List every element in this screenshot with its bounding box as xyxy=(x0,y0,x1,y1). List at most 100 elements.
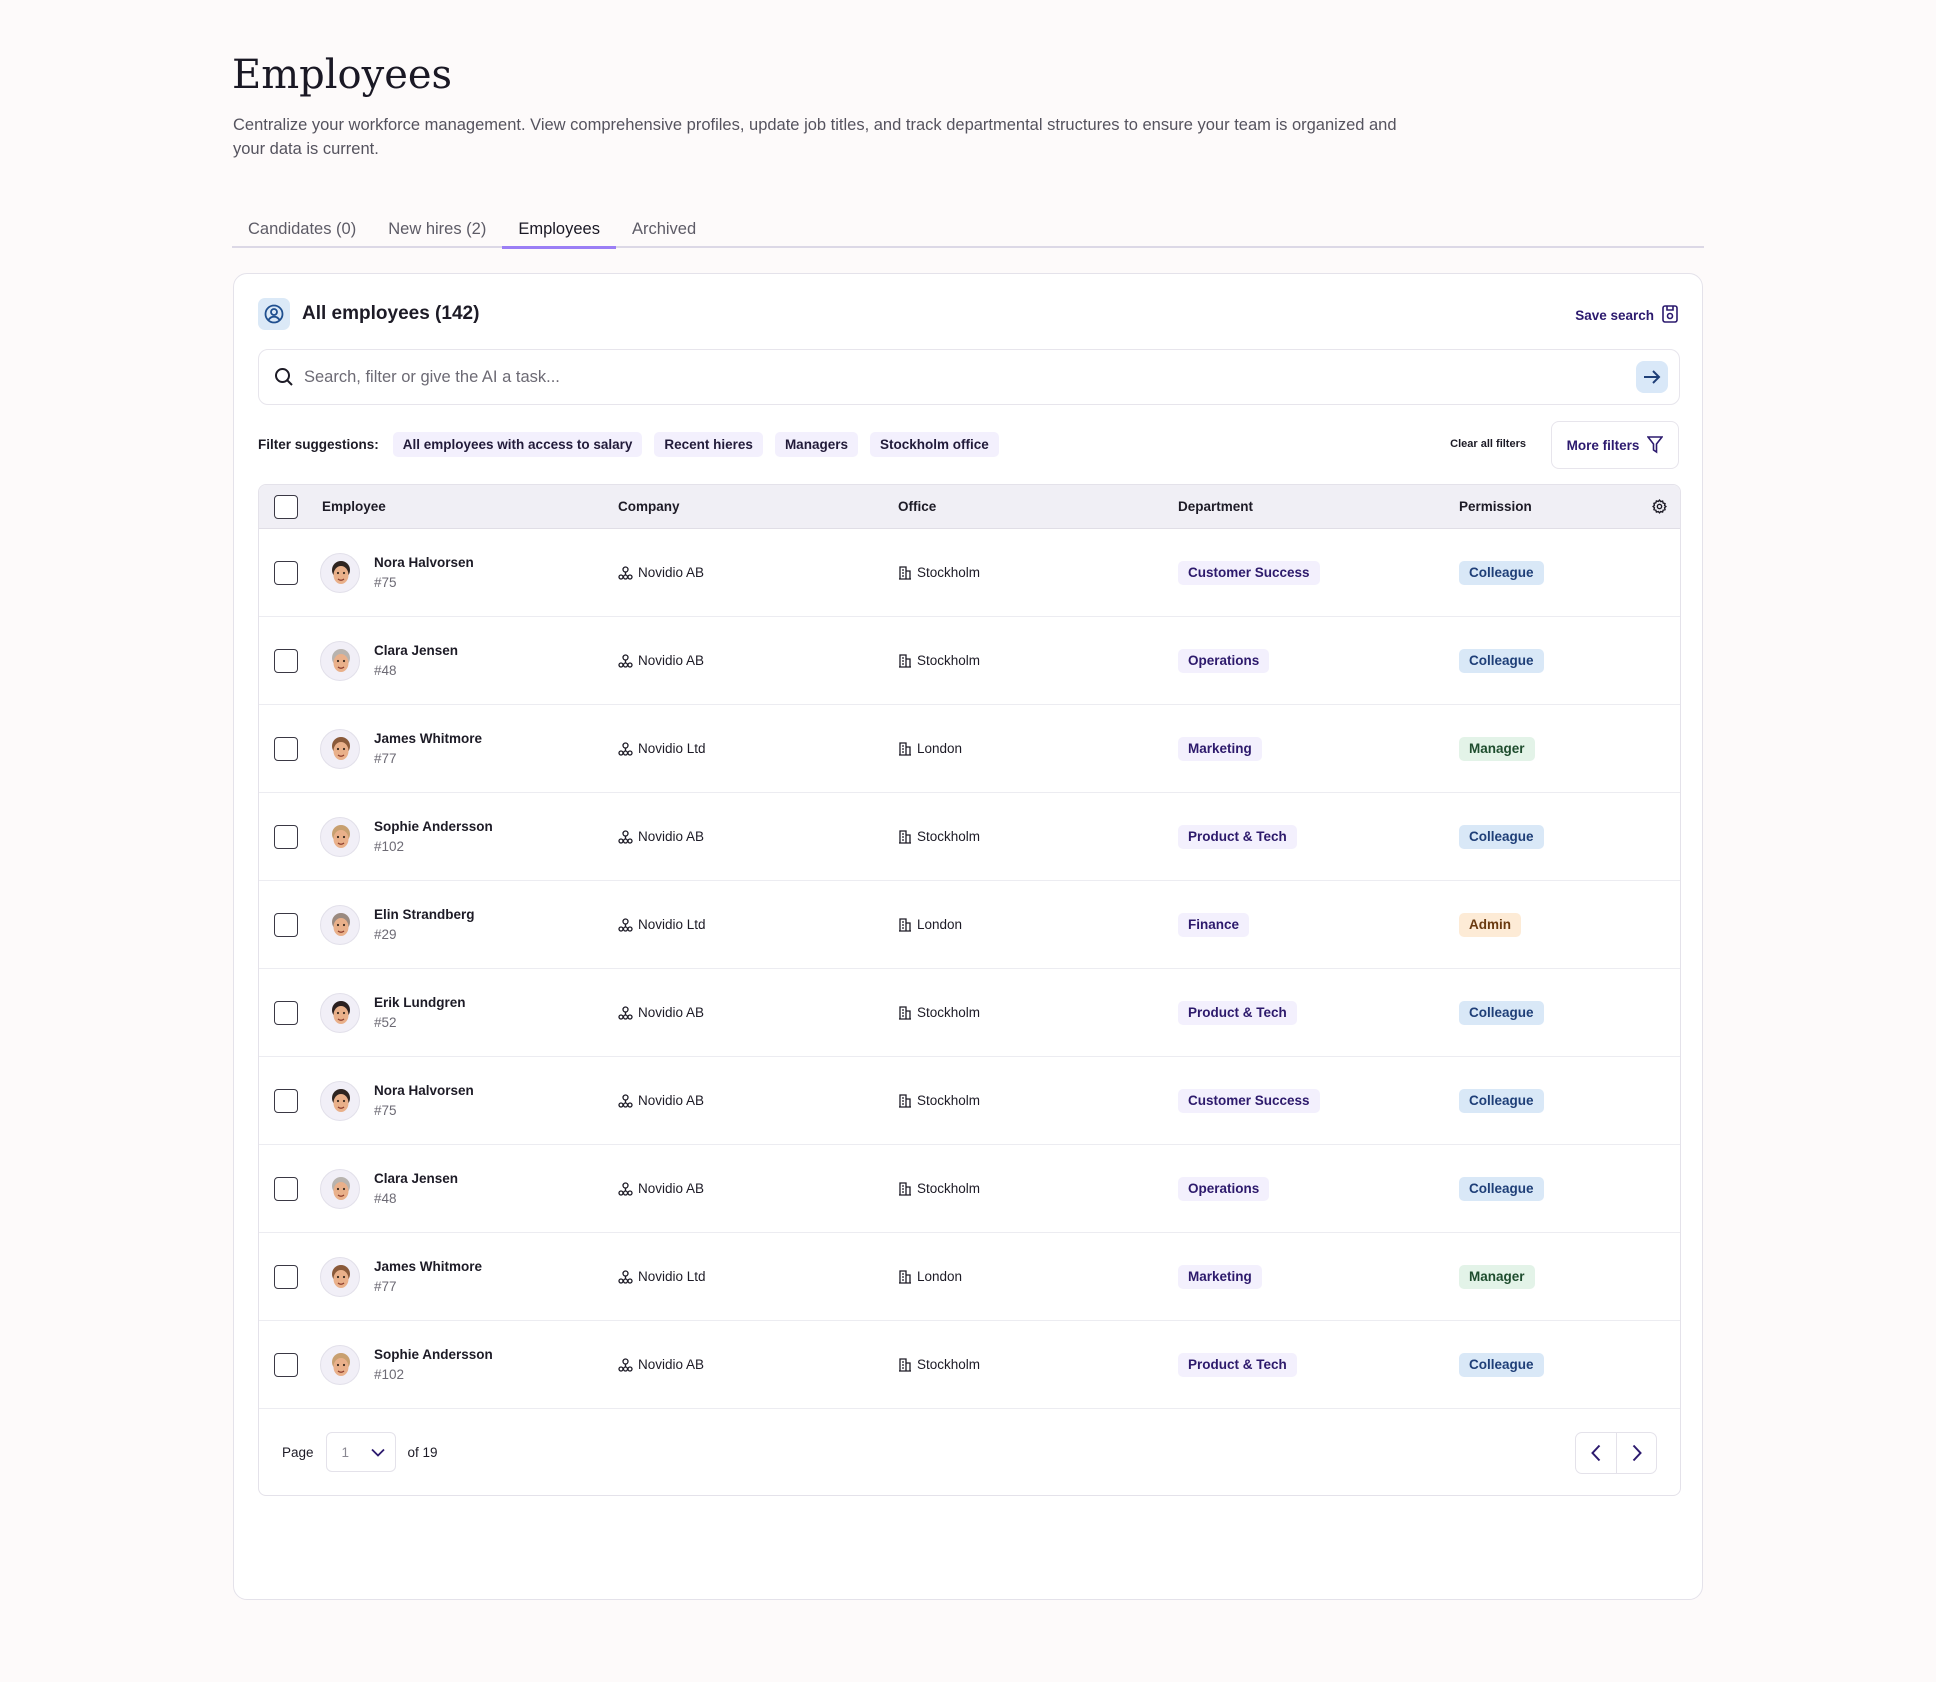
column-header-company[interactable]: Company xyxy=(618,499,680,514)
row-checkbox[interactable] xyxy=(274,1000,298,1025)
employee-name[interactable]: James Whitmore xyxy=(374,1259,483,1274)
company-name: Novidio AB xyxy=(638,1357,705,1372)
row-checkbox[interactable] xyxy=(274,648,298,673)
save-search-label: Save search xyxy=(1575,308,1654,323)
building-icon xyxy=(898,1269,912,1284)
row-checkbox[interactable] xyxy=(274,824,298,849)
search-icon xyxy=(274,367,294,387)
row-checkbox[interactable] xyxy=(274,560,298,585)
avatar xyxy=(320,552,360,593)
office-name: Stockholm xyxy=(917,1357,981,1372)
more-filters-button[interactable]: More filters xyxy=(1551,421,1679,469)
row-checkbox[interactable] xyxy=(274,1176,298,1201)
department-badge: Marketing xyxy=(1178,736,1262,761)
tab-employees[interactable]: Employees xyxy=(502,210,616,249)
avatar xyxy=(320,1256,360,1297)
employee-number: #102 xyxy=(374,839,405,854)
employee-name[interactable]: Sophie Andersson xyxy=(374,819,493,834)
office-name: London xyxy=(917,1269,963,1284)
save-search-button[interactable]: Save search xyxy=(1575,305,1678,326)
column-header-employee[interactable]: Employee xyxy=(322,499,386,514)
select-all-checkbox[interactable] xyxy=(274,494,298,519)
filter-chip[interactable]: Managers xyxy=(774,432,858,457)
company-icon xyxy=(618,917,633,932)
submit-search-button[interactable] xyxy=(1636,361,1668,393)
building-icon xyxy=(898,829,912,844)
building-icon xyxy=(898,1005,912,1020)
search-input[interactable] xyxy=(304,367,1636,387)
column-settings-gear-icon[interactable] xyxy=(1652,485,1667,528)
department-badge: Customer Success xyxy=(1178,560,1320,585)
tab-new-hires[interactable]: New hires (2) xyxy=(388,220,487,238)
table-row[interactable]: Sophie Andersson #102 Novidio AB Stockhol… xyxy=(259,1321,1680,1409)
table-row[interactable]: James Whitmore #77 Novidio Ltd London Mar… xyxy=(259,705,1680,793)
avatar xyxy=(320,640,360,681)
employee-number: #102 xyxy=(374,1367,405,1382)
page-title: Employees xyxy=(232,52,453,98)
company-icon xyxy=(618,1093,633,1108)
row-checkbox[interactable] xyxy=(274,1352,298,1377)
chevron-down-icon xyxy=(370,1448,385,1457)
table-row[interactable]: Erik Lundgren #52 Novidio AB Stockholm Pr… xyxy=(259,969,1680,1057)
company-name: Novidio AB xyxy=(638,1181,705,1196)
employee-number: #75 xyxy=(374,1103,397,1118)
table-row[interactable]: Sophie Andersson #102 Novidio AB Stockhol… xyxy=(259,793,1680,881)
card-title: All employees (142) xyxy=(302,303,480,324)
page-total: of 19 xyxy=(407,1444,438,1460)
row-checkbox[interactable] xyxy=(274,912,298,937)
filter-chip[interactable]: Recent hieres xyxy=(654,432,763,457)
funnel-icon xyxy=(1647,436,1664,454)
employee-name[interactable]: Clara Jensen xyxy=(374,643,459,658)
employees-card: All employees (142) Save search Filter s… xyxy=(233,273,1703,1600)
employee-name[interactable]: Sophie Andersson xyxy=(374,1347,493,1362)
table-row[interactable]: Elin Strandberg #29 Novidio Ltd London Fi… xyxy=(259,881,1680,969)
pagination: Page 1 of 19 xyxy=(259,1409,1680,1495)
employee-name[interactable]: Elin Strandberg xyxy=(374,907,475,922)
building-icon xyxy=(898,1093,912,1108)
employee-name[interactable]: Erik Lundgren xyxy=(374,995,466,1010)
permission-badge: Colleague xyxy=(1459,1088,1544,1113)
employee-name[interactable]: Nora Halvorsen xyxy=(374,555,474,570)
office-name: Stockholm xyxy=(917,829,981,844)
table-row[interactable]: Nora Halvorsen #75 Novidio AB Stockholm C… xyxy=(259,529,1680,617)
row-checkbox[interactable] xyxy=(274,736,298,761)
avatar xyxy=(320,904,360,945)
employee-name[interactable]: Clara Jensen xyxy=(374,1171,459,1186)
column-header-office[interactable]: Office xyxy=(898,499,937,514)
row-checkbox[interactable] xyxy=(274,1088,298,1113)
avatar xyxy=(320,728,360,769)
department-badge: Operations xyxy=(1178,1176,1270,1201)
table-row[interactable]: Nora Halvorsen #75 Novidio AB Stockholm C… xyxy=(259,1057,1680,1145)
clear-all-filters-link[interactable]: Clear all filters xyxy=(1450,438,1526,450)
department-badge: Marketing xyxy=(1178,1264,1262,1289)
page-select[interactable]: 1 xyxy=(325,1432,396,1472)
table-row[interactable]: James Whitmore #77 Novidio Ltd London Mar… xyxy=(259,1233,1680,1321)
company-name: Novidio AB xyxy=(638,1093,705,1108)
chevron-right-icon xyxy=(1632,1444,1642,1462)
row-checkbox[interactable] xyxy=(274,1264,298,1289)
company-icon xyxy=(618,1181,633,1196)
department-badge: Product & Tech xyxy=(1178,824,1297,849)
table-row[interactable]: Clara Jensen #48 Novidio AB Stockholm Ope… xyxy=(259,1145,1680,1233)
company-name: Novidio AB xyxy=(638,565,705,580)
column-header-permission[interactable]: Permission xyxy=(1459,499,1532,514)
permission-badge: Colleague xyxy=(1459,1176,1544,1201)
filter-chip[interactable]: All employees with access to salary xyxy=(392,432,643,457)
column-header-department[interactable]: Department xyxy=(1178,499,1254,514)
previous-page-button[interactable] xyxy=(1576,1433,1616,1473)
office-name: Stockholm xyxy=(917,653,981,668)
next-page-button[interactable] xyxy=(1616,1433,1656,1473)
employee-name[interactable]: James Whitmore xyxy=(374,731,483,746)
tab-candidates[interactable]: Candidates (0) xyxy=(248,220,357,238)
company-name: Novidio AB xyxy=(638,653,705,668)
tab-archived[interactable]: Archived xyxy=(631,220,697,238)
filter-chip[interactable]: Stockholm office xyxy=(869,432,999,457)
filter-suggestions-label: Filter suggestions: xyxy=(258,437,379,452)
tab-bar: Candidates (0) New hires (2) Employees A… xyxy=(232,210,1704,249)
employee-number: #77 xyxy=(374,1279,397,1294)
company-icon xyxy=(618,653,633,668)
department-badge: Customer Success xyxy=(1178,1088,1320,1113)
table-row[interactable]: Clara Jensen #48 Novidio AB Stockholm Ope… xyxy=(259,617,1680,705)
employee-name[interactable]: Nora Halvorsen xyxy=(374,1083,474,1098)
employee-number: #29 xyxy=(374,927,397,942)
